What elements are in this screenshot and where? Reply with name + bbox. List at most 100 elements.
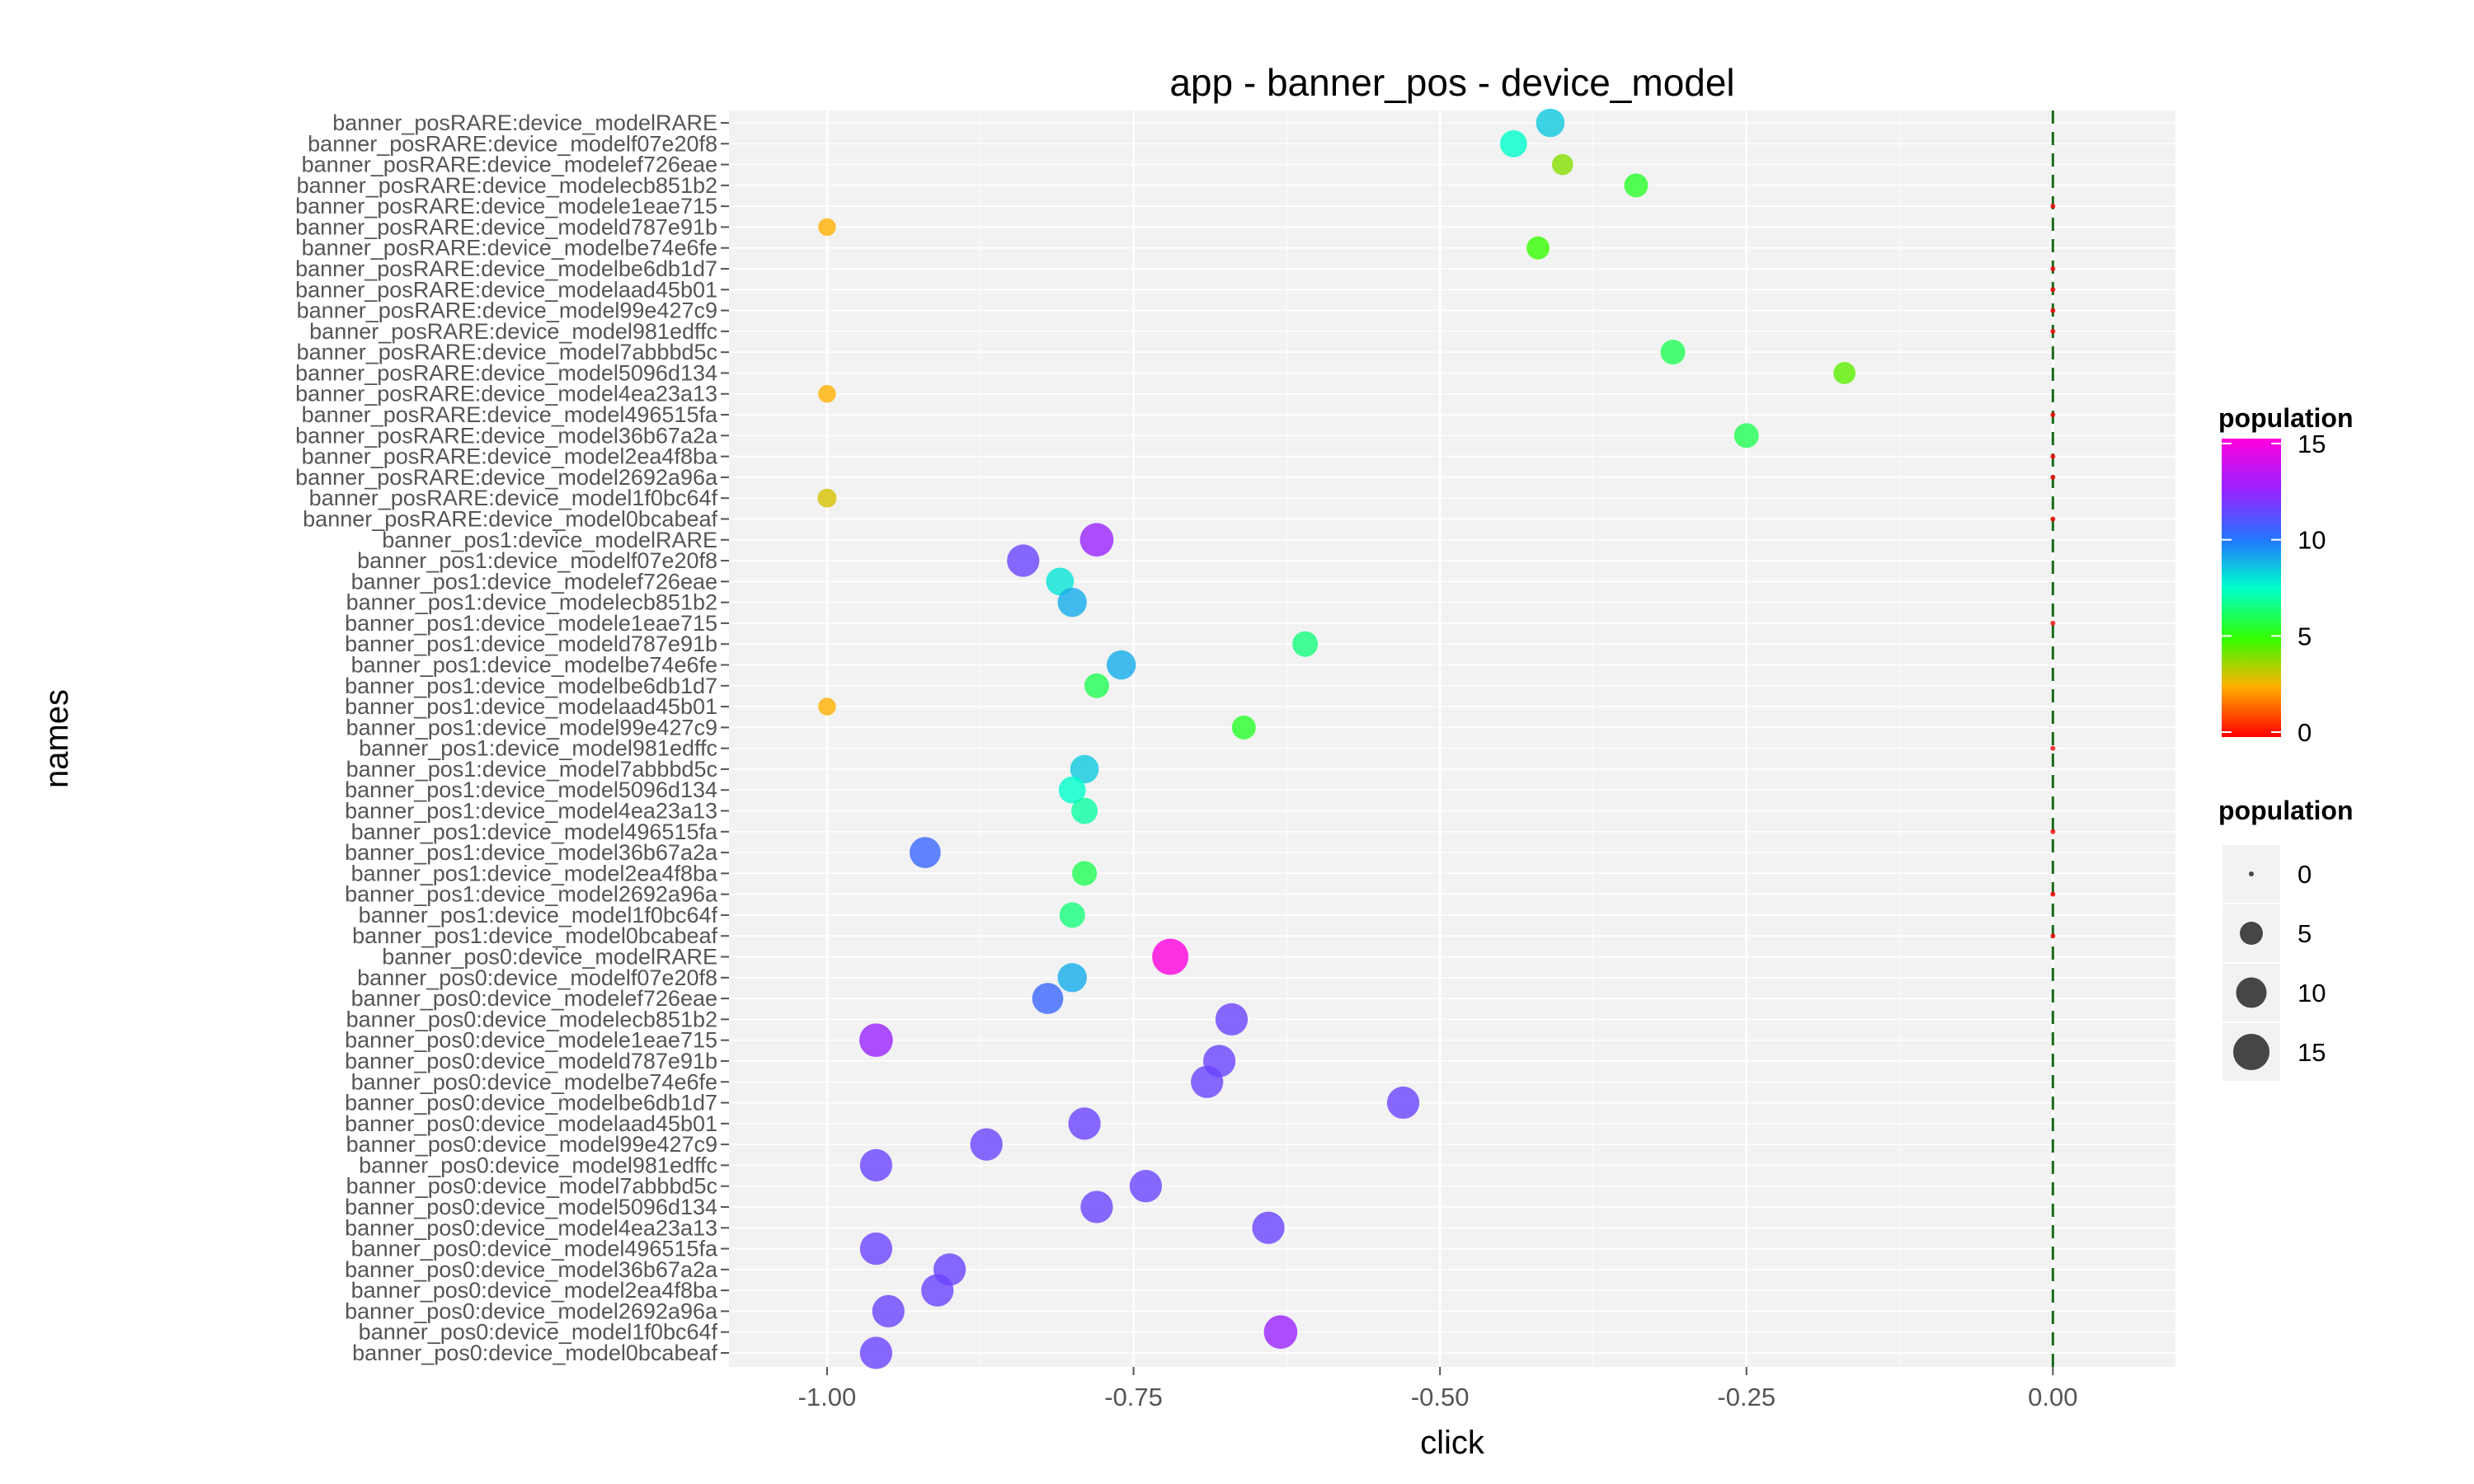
y-tick-label: banner_posRARE:device_model496515fa — [302, 402, 718, 427]
data-point — [1152, 938, 1189, 975]
color-legend-title: population — [2218, 403, 2354, 433]
size-legend-title: population — [2218, 796, 2354, 825]
size-legend-dot — [2236, 977, 2267, 1008]
y-tick-label: banner_pos1:device_modelef726eae — [351, 569, 717, 594]
data-point — [1059, 902, 1085, 928]
y-tick-label: banner_pos0:device_model5096d134 — [345, 1195, 717, 1219]
y-tick-label: banner_posRARE:device_model1f0bc64f — [309, 486, 718, 510]
size-legend-dot — [2240, 922, 2263, 945]
color-legend: population 0 5 10 15 — [2218, 403, 2354, 747]
size-legend-dot — [2249, 871, 2254, 876]
y-axis-label: names — [39, 689, 75, 788]
y-tick-label: banner_pos0:device_model2ea4f8ba — [351, 1278, 718, 1303]
y-tick-label: banner_pos0:device_model496515fa — [351, 1237, 718, 1261]
data-point — [970, 1128, 1003, 1161]
data-point — [1499, 129, 1527, 157]
data-point — [1084, 673, 1109, 698]
y-tick-label: banner_pos0:device_model36b67a2a — [345, 1257, 718, 1282]
y-tick-label: banner_posRARE:device_model99e427c9 — [297, 298, 717, 323]
y-tick-label: banner_pos1:device_model7abbbd5c — [346, 757, 717, 782]
y-tick-label: banner_posRARE:device_model4ea23a13 — [295, 382, 717, 406]
y-tick-label: banner_posRARE:device_modele1eae715 — [295, 194, 717, 218]
data-point — [1215, 1003, 1249, 1036]
data-point — [2050, 308, 2056, 313]
data-point — [1536, 108, 1565, 138]
size-legend-keys: 0 5 10 15 — [2221, 843, 2326, 1082]
data-point — [2050, 328, 2056, 334]
data-point — [1526, 236, 1550, 260]
y-tick-label: banner_pos1:device_model4ea23a13 — [345, 799, 717, 824]
size-legend-label: 5 — [2298, 919, 2312, 948]
data-point — [909, 837, 941, 868]
data-point — [1733, 423, 1759, 448]
y-tick-label: banner_pos1:device_modelaad45b01 — [345, 694, 717, 719]
data-point — [2050, 412, 2056, 418]
data-point — [818, 218, 836, 237]
y-tick-label: banner_pos0:device_model99e427c9 — [346, 1132, 717, 1157]
data-point — [817, 488, 837, 508]
y-tick-label: banner_posRARE:device_model2692a96a — [295, 465, 718, 490]
y-tick-label: banner_pos1:device_model36b67a2a — [345, 840, 718, 865]
data-point — [1068, 1107, 1101, 1140]
data-point — [859, 1336, 893, 1369]
data-point — [2050, 745, 2056, 751]
y-tick-label: banner_posRARE:device_model981edffc — [309, 319, 717, 344]
y-tick-label: banner_pos0:device_model7abbbd5c — [346, 1174, 717, 1199]
y-tick-label: banner_posRARE:device_modeld787e91b — [295, 214, 717, 239]
y-tick-label: banner_pos1:device_model5096d134 — [345, 777, 717, 802]
x-tick-label: 0.00 — [2028, 1383, 2077, 1411]
y-tick-label: banner_posRARE:device_model36b67a2a — [295, 423, 718, 448]
data-point — [1057, 963, 1087, 993]
y-tick-label: banner_pos0:device_modelf07e20f8 — [357, 965, 717, 990]
y-tick-label: banner_posRARE:device_modelRARE — [332, 110, 717, 135]
size-legend-label: 10 — [2298, 979, 2326, 1007]
y-tick-label: banner_posRARE:device_modelecb851b2 — [297, 173, 717, 198]
data-point — [1292, 631, 1319, 657]
y-tick-label: banner_pos1:device_model496515fa — [351, 819, 718, 844]
y-tick-label: banner_pos1:device_modelRARE — [382, 528, 717, 552]
data-point — [2050, 620, 2056, 626]
y-tick-label: banner_pos0:device_model2692a96a — [345, 1298, 718, 1323]
data-point — [1231, 715, 1256, 740]
data-point — [1106, 650, 1136, 680]
y-tick-label: banner_pos0:device_model0bcabeaf — [352, 1341, 717, 1365]
data-point — [1079, 523, 1114, 557]
size-legend-key-box — [2221, 843, 2282, 904]
data-point — [1032, 983, 1064, 1014]
y-tick-label: banner_posRARE:device_modelef726eae — [302, 153, 717, 177]
y-tick-label: banner_pos0:device_model4ea23a13 — [345, 1215, 717, 1240]
y-tick-label: banner_posRARE:device_modelf07e20f8 — [308, 131, 717, 156]
color-legend-ticks: 0 5 10 15 — [2222, 430, 2326, 747]
data-point — [1263, 1315, 1298, 1350]
data-point — [2050, 516, 2056, 522]
data-point — [1129, 1170, 1163, 1203]
y-tick-label: banner_pos1:device_modelbe6db1d7 — [345, 674, 717, 698]
color-legend-label: 5 — [2298, 622, 2312, 650]
data-points — [817, 108, 2056, 1369]
data-point — [1046, 567, 1075, 596]
data-point — [859, 1232, 893, 1266]
data-point — [1252, 1211, 1285, 1244]
y-tick-label: banner_pos1:device_model981edffc — [359, 736, 717, 761]
data-point — [818, 384, 836, 403]
data-point — [2050, 474, 2056, 480]
data-point — [1551, 153, 1573, 176]
y-tick-label: banner_pos0:device_modelef726eae — [351, 986, 717, 1011]
y-tick-label: banner_pos0:device_model981edffc — [359, 1153, 717, 1177]
data-point — [872, 1294, 905, 1328]
color-legend-bar — [2222, 439, 2281, 737]
y-tick-label: banner_pos0:device_modelbe74e6fe — [351, 1069, 717, 1094]
data-point — [2050, 933, 2056, 939]
data-point — [1833, 362, 1856, 384]
y-tick-label: banner_pos1:device_modeld787e91b — [345, 632, 717, 656]
y-tick-label: banner_pos0:device_modele1eae715 — [345, 1028, 717, 1053]
data-point — [1386, 1086, 1420, 1120]
data-point — [1007, 544, 1040, 577]
data-point — [1058, 776, 1086, 804]
size-legend-label: 15 — [2298, 1038, 2326, 1067]
data-point — [2050, 266, 2056, 272]
y-tick-label: banner_pos1:device_model2692a96a — [345, 882, 718, 907]
data-point — [1057, 587, 1087, 618]
data-point — [1080, 1190, 1113, 1223]
